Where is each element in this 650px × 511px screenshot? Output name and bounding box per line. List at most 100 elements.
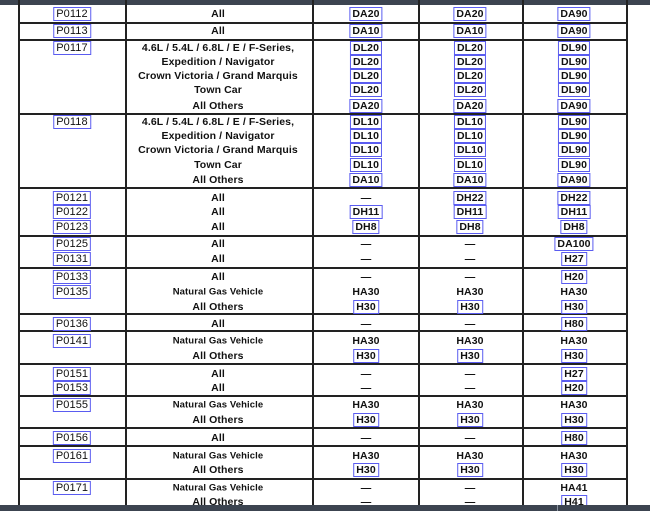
cell-value-c1: — xyxy=(360,368,372,380)
cell-value-c3: DL90 xyxy=(557,41,591,55)
dtc-code: P0153 xyxy=(52,381,92,395)
cell-value-c2: — xyxy=(464,432,476,444)
condition: All xyxy=(211,271,225,283)
row-divider xyxy=(18,235,626,237)
condition: Expedition / Navigator xyxy=(161,56,275,68)
dtc-code: P0113 xyxy=(53,24,91,38)
cell-value-c3: DL90 xyxy=(557,143,591,157)
cell-value-c1: DL10 xyxy=(349,143,383,157)
cell-value-c1: — xyxy=(360,253,372,265)
cell-value-c3: HA30 xyxy=(560,335,588,347)
column-divider xyxy=(125,0,127,505)
row-divider xyxy=(18,478,626,480)
cell-value-c2: — xyxy=(464,496,476,508)
cell-value-c2: — xyxy=(464,253,476,265)
cell-value-c2: DL10 xyxy=(453,143,487,157)
cell-value-c2: — xyxy=(464,238,476,250)
cell-value-c3: DL90 xyxy=(557,55,591,69)
cell-value-c3: DH8 xyxy=(560,220,588,234)
condition: All Others xyxy=(192,350,244,362)
row-divider xyxy=(18,427,626,429)
cell-value-c3: DA90 xyxy=(557,7,591,21)
cell-value-c1: DL20 xyxy=(349,69,383,83)
cell-value-c1: DL20 xyxy=(349,83,383,97)
condition: All Others xyxy=(192,414,244,426)
cell-value-c2: — xyxy=(464,368,476,380)
cell-value-c1: H30 xyxy=(353,300,379,314)
cell-value-c2: DL20 xyxy=(453,41,487,55)
cell-value-c3: H30 xyxy=(561,300,587,314)
cell-value-c2: DL20 xyxy=(453,55,487,69)
cell-value-c3: H30 xyxy=(561,463,587,477)
condition: Natural Gas Vehicle xyxy=(172,399,264,411)
cell-value-c1: H30 xyxy=(353,349,379,363)
cell-value-c1: H30 xyxy=(353,413,379,427)
row-divider xyxy=(18,330,626,332)
condition: All xyxy=(211,221,225,233)
cell-value-c2: — xyxy=(464,382,476,394)
taskbar-divider xyxy=(557,505,558,511)
dtc-code: P0155 xyxy=(52,398,92,412)
row-divider xyxy=(18,313,626,315)
cell-value-c3: DH22 xyxy=(557,191,591,205)
cell-value-c2: — xyxy=(464,271,476,283)
condition: All xyxy=(211,368,225,380)
condition: Natural Gas Vehicle xyxy=(172,335,264,347)
condition: All Others xyxy=(192,100,244,112)
condition: All xyxy=(211,238,225,250)
row-divider xyxy=(18,22,626,24)
cell-value-c3: HA41 xyxy=(560,482,588,494)
cell-value-c1: — xyxy=(360,192,372,204)
dtc-code: P0135 xyxy=(52,285,92,299)
cell-value-c3: DA100 xyxy=(554,237,594,251)
cell-value-c1: HA30 xyxy=(352,399,380,411)
dtc-code: P0156 xyxy=(52,431,92,445)
cell-value-c2: — xyxy=(464,482,476,494)
row-divider xyxy=(18,39,626,41)
condition: Natural Gas Vehicle xyxy=(172,450,264,462)
condition: Crown Victoria / Grand Marquis xyxy=(138,144,298,156)
cell-value-c1: DL10 xyxy=(349,115,383,129)
dtc-code: P0112 xyxy=(53,7,91,21)
cell-value-c2: — xyxy=(464,318,476,330)
cell-value-c2: DL20 xyxy=(453,83,487,97)
condition: All Others xyxy=(192,464,244,476)
row-divider xyxy=(18,395,626,397)
cell-value-c3: HA30 xyxy=(560,286,588,298)
cell-value-c2: HA30 xyxy=(456,335,484,347)
cell-value-c1: — xyxy=(360,238,372,250)
cell-value-c3: DA90 xyxy=(557,173,591,187)
cell-value-c3: DA90 xyxy=(557,99,591,113)
cell-value-c1: DH11 xyxy=(349,205,383,219)
cell-value-c1: DA20 xyxy=(349,7,383,21)
cell-value-c3: DL90 xyxy=(557,158,591,172)
cell-value-c2: H30 xyxy=(457,463,483,477)
cell-value-c3: H20 xyxy=(561,381,587,395)
column-divider xyxy=(522,0,524,505)
cell-value-c3: H30 xyxy=(561,349,587,363)
condition: All xyxy=(211,8,225,20)
condition: Town Car xyxy=(194,84,242,96)
cell-value-c1: — xyxy=(360,496,372,508)
condition: All xyxy=(211,206,225,218)
cell-value-c3: H80 xyxy=(561,431,587,445)
dtc-code: P0121 xyxy=(52,191,92,205)
cell-value-c1: DL10 xyxy=(349,129,383,143)
cell-value-c2: DL20 xyxy=(453,69,487,83)
cell-value-c2: HA30 xyxy=(456,286,484,298)
cell-value-c3: HA30 xyxy=(560,450,588,462)
column-divider xyxy=(18,0,20,505)
row-divider xyxy=(18,113,626,115)
row-divider xyxy=(18,363,626,365)
cell-value-c2: H30 xyxy=(457,349,483,363)
dtc-code: P0123 xyxy=(52,220,92,234)
cell-value-c1: DL20 xyxy=(349,55,383,69)
cell-value-c1: — xyxy=(360,318,372,330)
cell-value-c2: HA30 xyxy=(456,399,484,411)
dtc-code: P0161 xyxy=(52,449,92,463)
cell-value-c3: DL90 xyxy=(557,129,591,143)
cell-value-c1: — xyxy=(360,482,372,494)
dtc-code: P0136 xyxy=(52,317,92,331)
cell-value-c2: DA20 xyxy=(453,7,487,21)
cell-value-c2: DA20 xyxy=(453,99,487,113)
